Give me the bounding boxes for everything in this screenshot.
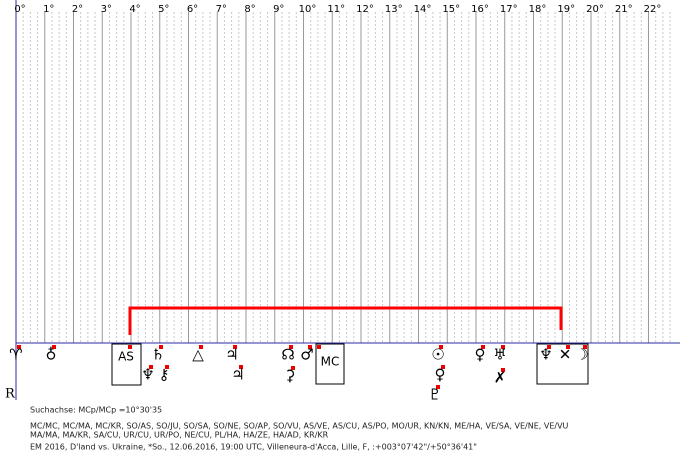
marker-dot [481,345,485,349]
marker-dot [441,365,445,369]
planet-glyph: ♀ [475,346,486,364]
degree-label: 13° [385,4,403,15]
planet-glyph: ♆ [539,346,552,364]
box [536,343,589,385]
marker-dot [317,345,321,349]
marker-dot [289,345,293,349]
planet-glyph: ♆ [141,366,154,384]
side-label: R [5,387,16,402]
degree-label: 0° [14,4,25,15]
marker-dot [239,365,243,369]
degree-label: 18° [529,4,547,15]
degree-label: 19° [557,4,575,15]
info-line: MC/MC, MC/MA, MC/KR, SO/AS, SO/JU, SO/SA… [30,422,569,431]
planet-glyph: ✕ [559,346,572,364]
degree-label: 7° [216,4,227,15]
marker-dot [149,365,153,369]
degree-label: 16° [471,4,489,15]
degree-label: 12° [356,4,374,15]
planet-glyph: ☽ [575,346,588,364]
degree-label: 17° [500,4,518,15]
marker-dot [165,365,169,369]
marker-dot [199,345,203,349]
box [315,343,345,385]
degree-label: 14° [414,4,432,15]
planet-glyph: ☊ [281,346,294,364]
planet-glyph: ✗ [494,369,507,387]
degree-label: 4° [129,4,140,15]
degree-label: 3° [101,4,112,15]
degree-label: 20° [586,4,604,15]
planet-glyph: ♇ [428,386,441,404]
info-line: MA/MA, MA/KR, SA/CU, UR/CU, UR/PO, NE/CU… [30,431,329,440]
degree-label: 11° [327,4,345,15]
box-label: MC [321,355,340,369]
marker-dot [17,345,21,349]
degree-label: 2° [72,4,83,15]
marker-dot [436,385,440,389]
degree-label: 6° [187,4,198,15]
planet-glyph: ⚷ [159,366,170,384]
planet-glyph: ☉ [431,346,444,364]
marker-dot [308,345,312,349]
marker-dot [128,345,132,349]
marker-dot [233,345,237,349]
degree-label: 5° [158,4,169,15]
marker-dot [547,345,551,349]
degree-label: 1° [43,4,54,15]
planet-glyph: ♂ [300,346,313,364]
marker-dot [501,345,505,349]
marker-dot [501,368,505,372]
search-axis: Suchachse: MCp/MCp =10°30'35 [30,406,162,415]
marker-dot [566,345,570,349]
degree-label: 9° [273,4,284,15]
degree-label: 15° [442,4,460,15]
planet-glyph: ♀ [435,366,446,384]
planet-glyph: ♃ [225,346,238,364]
planet-glyph: ⚳ [285,367,296,385]
marker-dot [583,345,587,349]
planet-glyph: ♈ [9,346,22,364]
degree-label: 8° [244,4,255,15]
box-label: AS [118,350,134,364]
degree-label: 22° [644,4,662,15]
planet-glyph: ♅ [493,346,506,364]
degree-label: 21° [615,4,633,15]
grid [22,12,671,343]
marker-dot [291,366,295,370]
planet-glyph: ♁ [46,346,57,364]
planet-glyph: ♄ [151,346,164,364]
marker-dot [439,345,443,349]
planet-glyph: ♃ [231,366,244,384]
degree-label: 10° [299,4,317,15]
planet-glyph: △ [192,346,204,364]
marker-dot [159,345,163,349]
footer: EM 2016, D'land vs. Ukraine, *So., 12.06… [30,443,477,452]
box [111,343,142,386]
red-bracket [128,306,563,335]
marker-dot [52,345,56,349]
